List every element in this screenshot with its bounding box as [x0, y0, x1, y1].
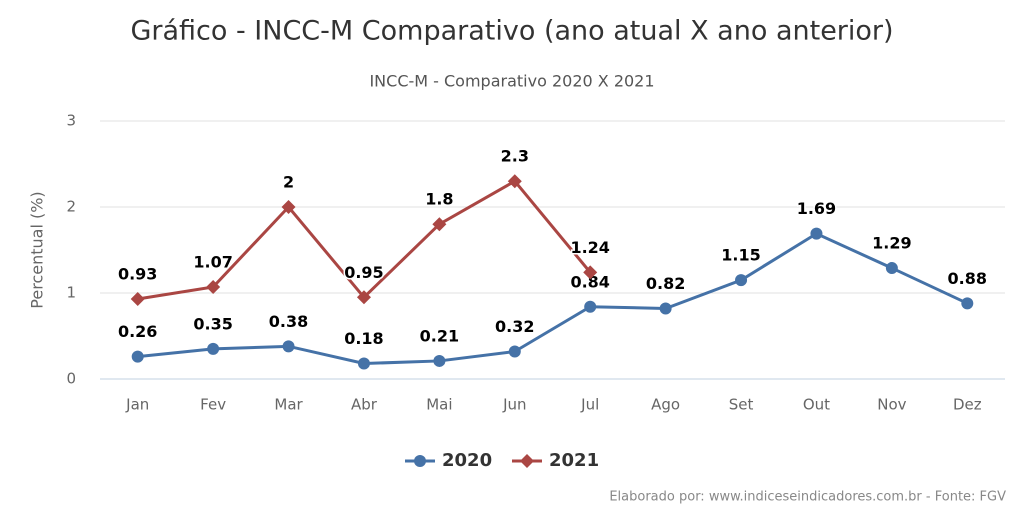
x-tick-label: Jan: [125, 396, 149, 414]
x-tick-label: Set: [729, 396, 754, 414]
data-label: 1.15: [721, 246, 760, 265]
x-tick-label: Mai: [426, 396, 452, 414]
data-point: [507, 174, 522, 189]
data-label: 1.8: [425, 190, 453, 209]
data-point: [584, 300, 597, 313]
data-label: 0.88: [948, 269, 987, 288]
x-tick-label: Fev: [200, 396, 226, 414]
x-tick-label: Abr: [351, 396, 378, 414]
legend-marker: [520, 454, 534, 468]
data-label: 2.3: [501, 147, 529, 166]
y-tick-label: 0: [66, 370, 76, 388]
data-label: 0.21: [420, 326, 459, 345]
y-tick-label: 1: [66, 284, 76, 302]
data-label: 0.84: [570, 272, 609, 291]
x-tick-label: Nov: [877, 396, 906, 414]
data-point: [281, 200, 296, 214]
data-label: 0.93: [118, 265, 157, 284]
data-point: [432, 217, 447, 232]
data-label: 0.35: [193, 314, 232, 333]
data-label: 0.38: [269, 312, 308, 331]
data-point: [131, 350, 144, 363]
data-label: 1.29: [872, 234, 911, 253]
data-label: 1.07: [193, 252, 232, 271]
data-point: [433, 354, 446, 367]
data-label: 0.95: [344, 263, 383, 282]
x-tick-label: Jul: [580, 396, 599, 414]
legend-label: 2020: [442, 450, 492, 471]
chart-title: Gráfico - INCC-M Comparativo (ano atual …: [130, 16, 893, 47]
data-point: [356, 290, 371, 305]
x-tick-label: Dez: [953, 396, 982, 414]
data-label: 0.26: [118, 322, 157, 341]
data-point: [583, 265, 598, 280]
data-label: 0.32: [495, 317, 534, 336]
credit: Elaborado por: www.indiceseindicadores.c…: [609, 490, 1006, 505]
x-tick-label: Mar: [274, 396, 303, 414]
data-label: 2: [283, 173, 294, 192]
y-tick-label: 3: [66, 112, 76, 130]
data-point: [659, 302, 672, 315]
legend-marker: [414, 455, 426, 467]
data-point: [508, 345, 521, 358]
x-tick-label: Jun: [502, 396, 526, 414]
x-tick-label: Out: [803, 396, 830, 414]
data-label: 0.82: [646, 274, 685, 293]
data-point: [207, 342, 220, 355]
series-line: [137, 231, 968, 366]
data-point: [810, 227, 823, 240]
legend-label: 2021: [549, 450, 599, 471]
data-point: [735, 274, 748, 287]
data-point: [885, 262, 898, 275]
data-point: [357, 357, 370, 370]
chart-subtitle: INCC-M - Comparativo 2020 X 2021: [369, 72, 654, 91]
x-tick-label: Ago: [651, 396, 680, 414]
data-label: 1.24: [570, 238, 609, 257]
data-label: 0.18: [344, 329, 383, 348]
data-point: [282, 340, 295, 353]
y-axis-label: Percentual (%): [28, 191, 47, 308]
data-point: [961, 297, 974, 310]
data-point: [130, 292, 145, 307]
data-point: [206, 279, 221, 294]
data-label: 1.69: [797, 199, 836, 218]
y-tick-label: 2: [66, 198, 76, 216]
